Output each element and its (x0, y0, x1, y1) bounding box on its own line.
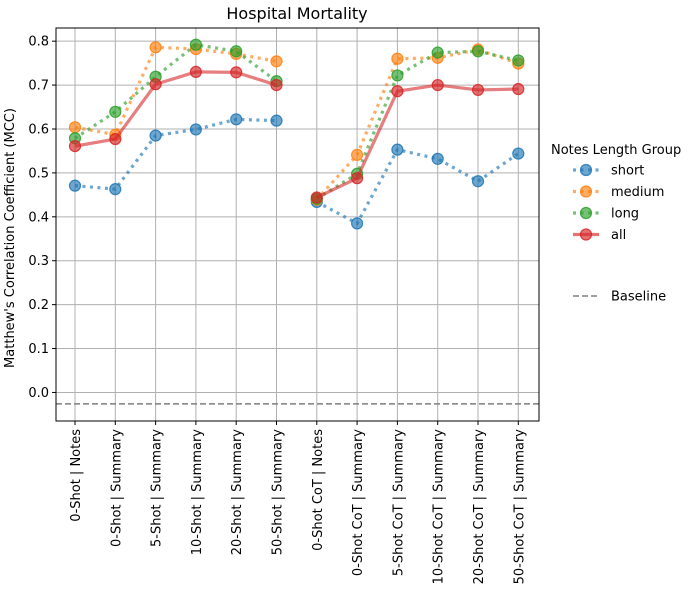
data-point-medium (68, 121, 82, 134)
series-line-all (74, 70, 277, 148)
data-point-long (431, 46, 444, 59)
grid-lines (56, 28, 539, 421)
data-point-long (512, 54, 525, 67)
y-tick-label: 0.7 (28, 79, 49, 94)
data-point-long (189, 38, 202, 51)
y-tick-label: 0.2 (28, 298, 49, 313)
y-tick-label: 0.4 (28, 210, 49, 225)
legend-label-medium: medium (611, 185, 664, 200)
data-point-all (512, 82, 525, 96)
data-point-all (391, 85, 404, 98)
x-tick-label: 0-Shot CoT | Summary (351, 429, 366, 576)
data-point-all (471, 83, 485, 97)
data-point-all (431, 78, 444, 92)
data-point-medium (391, 52, 404, 65)
legend-label-short: short (611, 164, 644, 179)
y-tick-label: 0.1 (28, 342, 49, 357)
data-point-short (351, 217, 364, 230)
series-short (68, 113, 525, 230)
series-line-all (316, 83, 519, 199)
legend-entries: short medium long all (573, 164, 664, 243)
legend-marker-long (579, 206, 593, 220)
y-tick-label: 0.0 (28, 386, 49, 401)
legend-label-baseline: Baseline (611, 290, 666, 305)
data-point-short (149, 129, 162, 142)
data-point-short (270, 114, 283, 127)
x-tick-label: 20-Shot | Summary (230, 429, 245, 556)
legend-marker-medium (579, 185, 593, 198)
data-point-short (391, 143, 404, 156)
y-tick-label: 0.8 (28, 35, 49, 50)
series-layer (68, 38, 525, 230)
legend-marker-all (579, 228, 593, 241)
series-line-long (74, 42, 278, 140)
legend-label-all: all (611, 228, 626, 243)
data-point-long (109, 105, 122, 118)
series-line-short (74, 117, 277, 191)
data-point-short (68, 179, 82, 192)
data-point-short (230, 113, 243, 126)
data-point-short (431, 152, 444, 165)
x-tick-label: 5-Shot CoT | Summary (391, 429, 406, 576)
data-point-medium (149, 41, 162, 54)
data-point-all (270, 78, 283, 92)
legend-marker-short (579, 163, 593, 177)
data-point-medium (270, 55, 283, 68)
data-point-all (230, 66, 243, 79)
x-tick-label: 20-Shot CoT | Summary (472, 429, 487, 585)
x-tick-label: 50-Shot | Summary (271, 429, 286, 556)
x-tick-label: 10-Shot CoT | Summary (432, 429, 447, 585)
x-tick-label: 0-Shot | Notes (69, 429, 84, 522)
series-line-short (316, 147, 520, 226)
data-point-long (471, 45, 485, 58)
legend-entry-all: all (573, 228, 626, 243)
data-point-all (189, 65, 202, 79)
data-point-all (68, 140, 82, 153)
x-tick-label: 0-Shot CoT | Notes (311, 429, 326, 551)
data-point-all (109, 132, 122, 146)
y-ticks: 0.0 0.1 0.2 0.3 0.4 0.5 0.6 0.7 0.8 (28, 35, 56, 401)
y-tick-label: 0.3 (28, 254, 49, 269)
y-tick-label: 0.5 (28, 166, 49, 181)
legend-entry-medium: medium (573, 185, 664, 200)
plot-frame (55, 27, 540, 422)
data-point-short (189, 123, 202, 136)
legend-label-long: long (611, 207, 639, 222)
data-point-long (230, 45, 243, 58)
x-tick-label: 50-Shot CoT | Summary (512, 429, 527, 585)
data-point-medium (351, 148, 364, 162)
legend-baseline-entry: Baseline (573, 290, 666, 305)
series-line-long (315, 49, 519, 201)
y-tick-label: 0.6 (28, 122, 49, 137)
x-tick-label: 10-Shot | Summary (190, 429, 205, 556)
x-ticks: 0-Shot | Notes 0-Shot | Summary 5-Shot | S… (69, 421, 527, 584)
x-tick-label: 5-Shot | Summary (150, 429, 165, 547)
chart-title: Hospital Mortality (226, 4, 367, 23)
data-point-all (149, 78, 162, 91)
data-point-all (351, 172, 364, 185)
legend-title: Notes Length Group (551, 143, 681, 158)
series-medium (68, 41, 525, 206)
legend-entry-short: short (573, 164, 644, 179)
series-line-medium (315, 47, 519, 201)
legend-entry-long: long (573, 207, 639, 222)
series-long (68, 38, 525, 205)
data-point-short (512, 147, 525, 160)
legend: Notes Length Group short medium long all Ba… (551, 143, 681, 305)
data-point-short (471, 175, 485, 188)
data-point-short (109, 183, 122, 196)
series-all (68, 65, 525, 204)
x-tick-label: 0-Shot | Summary (109, 429, 124, 547)
y-axis-label: Matthew's Correlation Coefficient (MCC) (3, 108, 18, 368)
data-point-long (391, 69, 404, 82)
data-point-all (310, 191, 323, 204)
